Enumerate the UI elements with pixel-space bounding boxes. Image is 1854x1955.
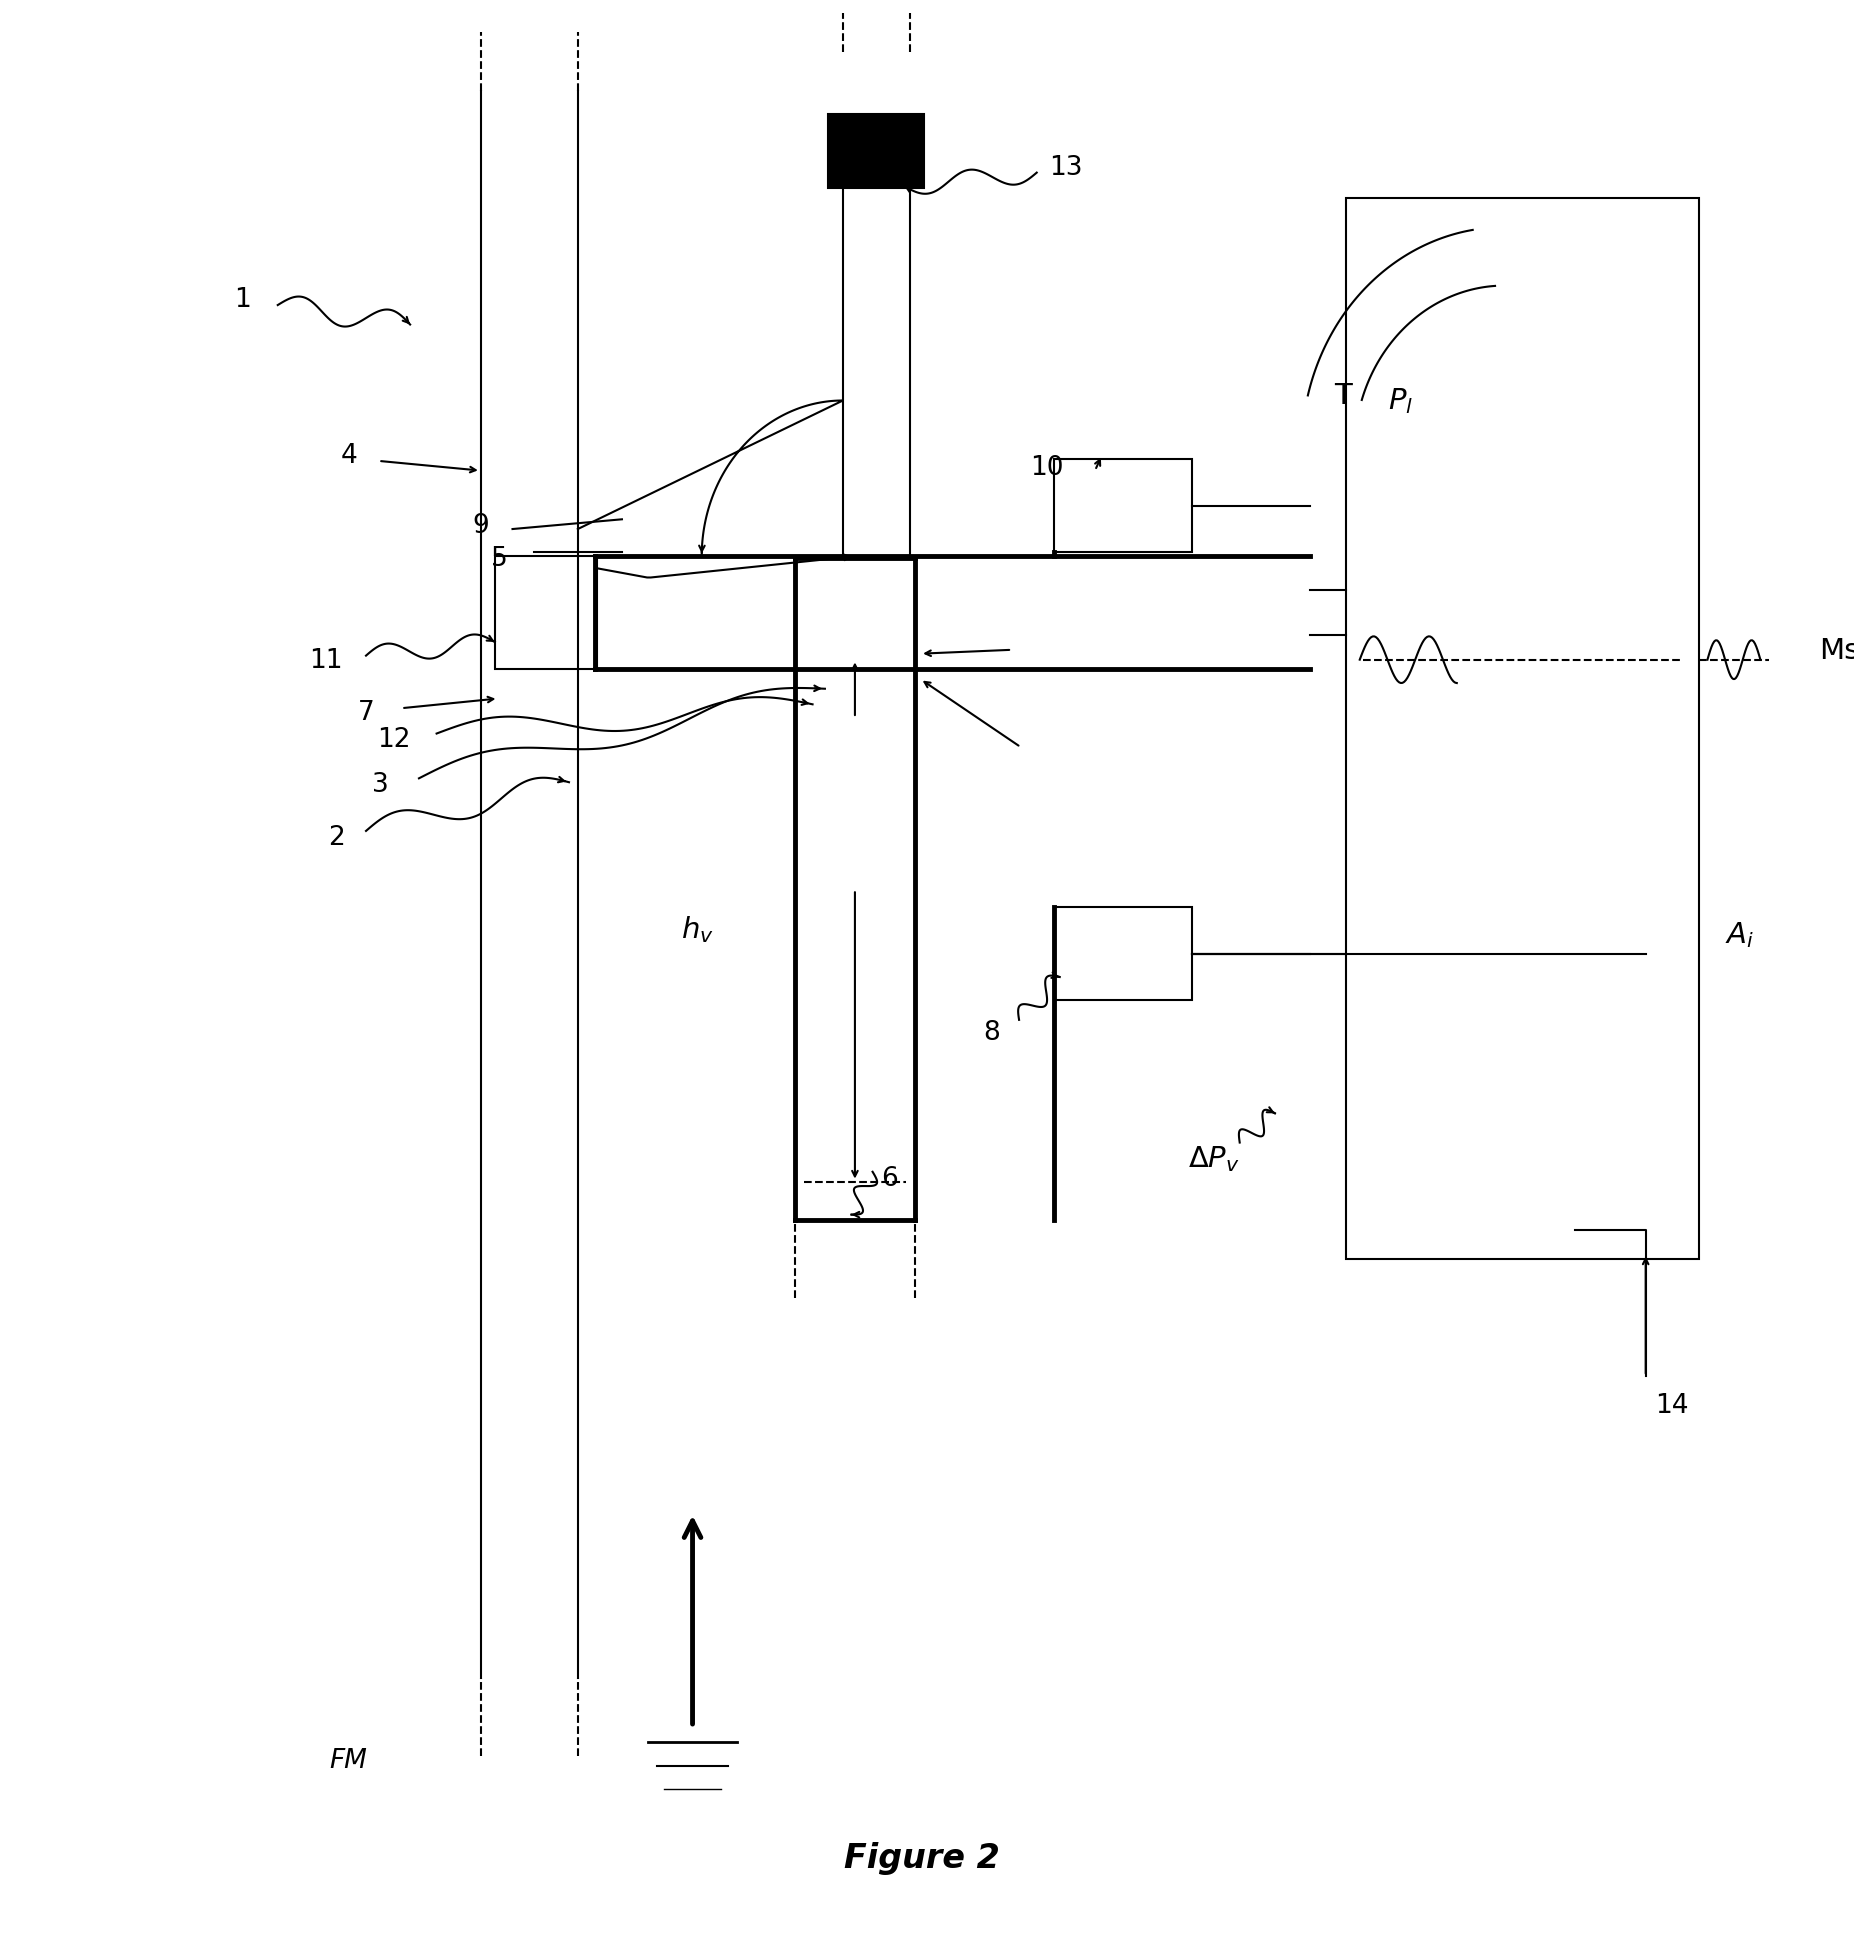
Bar <box>1055 459 1192 553</box>
Text: $\Delta P_v$: $\Delta P_v$ <box>1188 1144 1240 1173</box>
Text: 12: 12 <box>376 727 410 753</box>
Text: $A_i$: $A_i$ <box>1724 919 1754 950</box>
Text: 11: 11 <box>310 647 343 673</box>
Bar <box>1346 199 1698 1259</box>
Text: 3: 3 <box>373 772 389 798</box>
Text: 8: 8 <box>983 1019 999 1046</box>
Text: $P_l$: $P_l$ <box>1389 385 1413 416</box>
Text: T: T <box>1335 383 1352 411</box>
Bar <box>1055 907 1192 1001</box>
Text: FM: FM <box>330 1748 367 1773</box>
Text: 13: 13 <box>1049 154 1083 180</box>
Text: Figure 2: Figure 2 <box>844 1842 999 1875</box>
Text: 2: 2 <box>328 825 345 850</box>
Text: Ms: Ms <box>1819 637 1854 665</box>
Text: 7: 7 <box>358 700 375 725</box>
Text: 9: 9 <box>473 512 489 540</box>
Text: 10: 10 <box>1029 454 1062 481</box>
Bar <box>495 557 597 671</box>
Text: 4: 4 <box>341 442 358 469</box>
Text: 14: 14 <box>1656 1392 1689 1419</box>
Text: 5: 5 <box>491 545 508 573</box>
Text: $h_v$: $h_v$ <box>682 913 714 944</box>
Text: 1: 1 <box>234 287 252 313</box>
Bar <box>829 115 923 190</box>
Text: 6: 6 <box>881 1165 897 1191</box>
